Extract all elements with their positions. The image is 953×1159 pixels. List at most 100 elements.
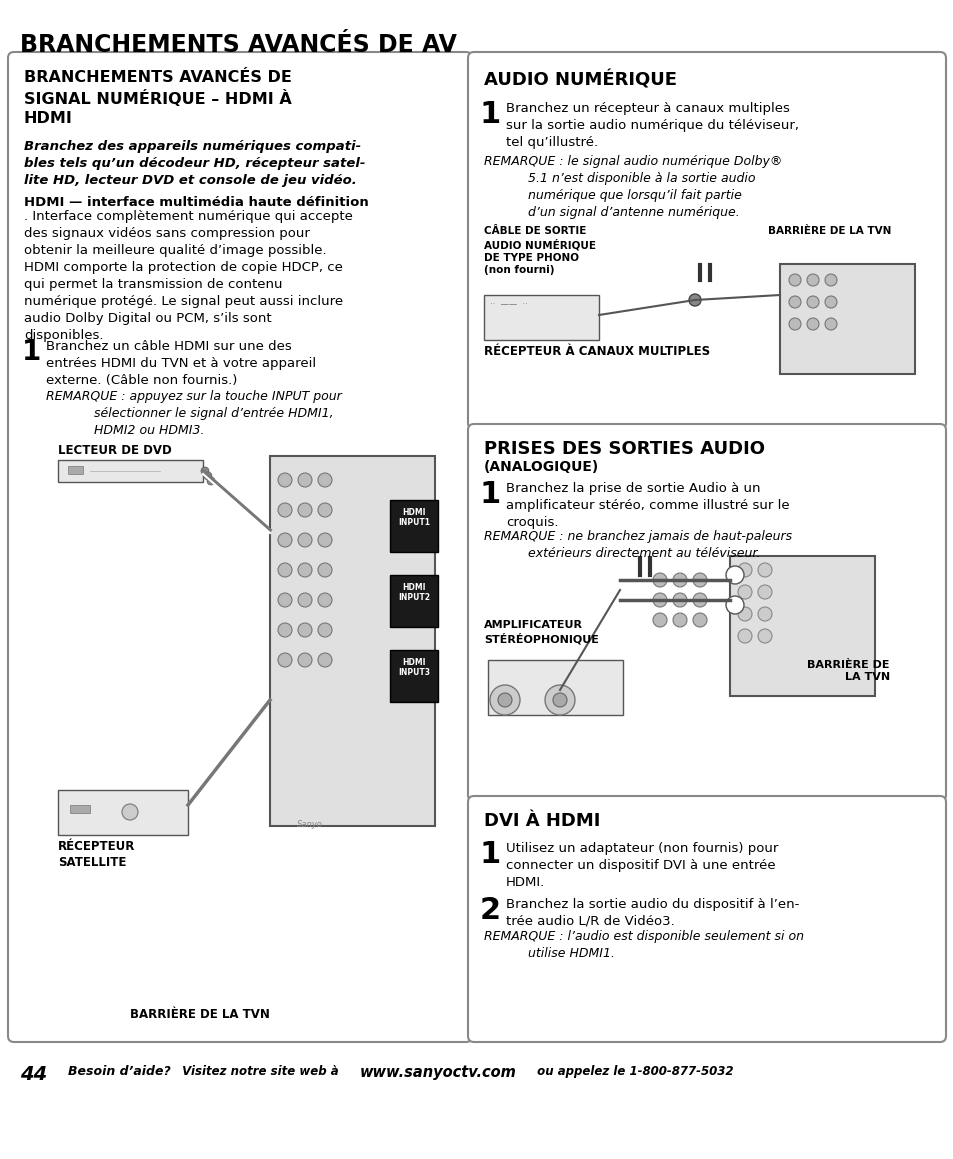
Bar [390, 650, 437, 702]
Text: HDMI
INPUT1: HDMI INPUT1 [397, 508, 430, 527]
Text: (ANALOGIQUE): (ANALOGIQUE) [483, 460, 598, 474]
Text: AUDIO NUMÉRIQUE: AUDIO NUMÉRIQUE [483, 70, 677, 89]
Circle shape [725, 566, 743, 584]
Bar [58, 460, 203, 482]
Circle shape [297, 503, 312, 517]
Bar [68, 466, 83, 474]
Circle shape [824, 274, 836, 286]
Bar [58, 790, 188, 834]
Circle shape [806, 318, 818, 330]
Text: HDMI — interface multimédia haute définition: HDMI — interface multimédia haute défini… [24, 196, 369, 209]
Circle shape [297, 473, 312, 487]
Text: REMARQUE : ne branchez jamais de haut-paleurs
           extérieurs directement : REMARQUE : ne branchez jamais de haut-pa… [483, 530, 791, 560]
Circle shape [725, 596, 743, 614]
FancyBboxPatch shape [468, 424, 945, 801]
Circle shape [758, 585, 771, 599]
Text: HDMI
INPUT3: HDMI INPUT3 [397, 658, 430, 677]
Circle shape [204, 472, 212, 480]
Circle shape [317, 533, 332, 547]
Circle shape [497, 693, 512, 707]
Circle shape [297, 533, 312, 547]
Text: BRANCHEMENTS AVANCÉS DE AV: BRANCHEMENTS AVANCÉS DE AV [20, 32, 456, 57]
Text: REMARQUE : appuyez sur la touche INPUT pour
            sélectionner le signal d: REMARQUE : appuyez sur la touche INPUT p… [46, 389, 341, 437]
Circle shape [317, 473, 332, 487]
Bar [270, 455, 435, 826]
Text: BARRIÈRE DE LA TVN: BARRIÈRE DE LA TVN [767, 226, 891, 236]
Circle shape [788, 274, 801, 286]
Circle shape [277, 653, 292, 666]
Text: CÂBLE DE SORTIE
AUDIO NUMÉRIQUE
DE TYPE PHONO
(non fourni): CÂBLE DE SORTIE AUDIO NUMÉRIQUE DE TYPE … [483, 226, 596, 275]
Text: ··  ——  ··: ·· —— ·· [490, 300, 527, 309]
Text: 1: 1 [479, 840, 500, 869]
FancyBboxPatch shape [468, 796, 945, 1042]
Circle shape [788, 296, 801, 308]
Circle shape [317, 503, 332, 517]
Text: Visitez notre site web à: Visitez notre site web à [178, 1065, 342, 1078]
Text: www.sanyoctv.com: www.sanyoctv.com [359, 1065, 517, 1080]
Circle shape [758, 607, 771, 621]
FancyBboxPatch shape [468, 52, 945, 429]
Text: BARRIÈRE DE LA TVN: BARRIÈRE DE LA TVN [130, 1008, 270, 1021]
Circle shape [738, 607, 751, 621]
Circle shape [692, 613, 706, 627]
Circle shape [297, 593, 312, 607]
Text: AMPLIFICATEUR
STÉRÉOPHONIQUE: AMPLIFICATEUR STÉRÉOPHONIQUE [483, 620, 598, 644]
Circle shape [758, 629, 771, 643]
Circle shape [692, 593, 706, 607]
Circle shape [672, 613, 686, 627]
Circle shape [317, 563, 332, 577]
Circle shape [277, 503, 292, 517]
Bar [729, 556, 874, 697]
Circle shape [806, 296, 818, 308]
Bar [390, 575, 437, 627]
FancyBboxPatch shape [8, 52, 472, 1042]
Text: REMARQUE : le signal audio numérique Dolby®
           5.1 n’est disponible à la: REMARQUE : le signal audio numérique Dol… [483, 155, 781, 219]
Circle shape [672, 573, 686, 586]
Text: 1: 1 [22, 338, 41, 366]
Circle shape [297, 624, 312, 637]
Text: ou appelez le 1-800-877-5032: ou appelez le 1-800-877-5032 [533, 1065, 733, 1078]
Text: Branchez la prise de sortie Audio à un
amplificateur stéréo, comme illustré sur : Branchez la prise de sortie Audio à un a… [505, 482, 789, 529]
Text: 1: 1 [479, 100, 500, 129]
Circle shape [758, 563, 771, 577]
Text: 44: 44 [20, 1065, 48, 1084]
Bar [488, 659, 622, 715]
Circle shape [297, 563, 312, 577]
Circle shape [317, 624, 332, 637]
Circle shape [122, 804, 138, 821]
Text: BARRIÈRE DE
LA TVN: BARRIÈRE DE LA TVN [806, 659, 889, 683]
Circle shape [788, 318, 801, 330]
Circle shape [652, 613, 666, 627]
Circle shape [824, 318, 836, 330]
Text: PRISES DES SORTIES AUDIO: PRISES DES SORTIES AUDIO [483, 440, 764, 458]
Text: Branchez la sortie audio du dispositif à l’en-
trée audio L/R de Vidéo3.: Branchez la sortie audio du dispositif à… [505, 898, 799, 928]
Text: HDMI
INPUT2: HDMI INPUT2 [397, 583, 430, 603]
Circle shape [277, 593, 292, 607]
Bar [70, 806, 90, 812]
Circle shape [672, 593, 686, 607]
Circle shape [652, 593, 666, 607]
Circle shape [201, 467, 209, 475]
Circle shape [277, 624, 292, 637]
Text: Utilisez un adaptateur (non fournis) pour
connecter un dispositif DVI à une entr: Utilisez un adaptateur (non fournis) pou… [505, 841, 778, 889]
Circle shape [688, 294, 700, 306]
Text: Branchez des appareils numériques compati-
bles tels qu’un décodeur HD, récepteu: Branchez des appareils numériques compat… [24, 140, 365, 187]
Circle shape [490, 685, 519, 715]
Circle shape [207, 478, 214, 484]
Text: REMARQUE : l’audio est disponible seulement si on
           utilise HDMI1.: REMARQUE : l’audio est disponible seulem… [483, 930, 803, 960]
Circle shape [277, 473, 292, 487]
Circle shape [544, 685, 575, 715]
Circle shape [692, 573, 706, 586]
Circle shape [824, 296, 836, 308]
Circle shape [738, 563, 751, 577]
Text: Besoin d’aide?: Besoin d’aide? [68, 1065, 171, 1078]
Text: LECTEUR DE DVD: LECTEUR DE DVD [58, 444, 172, 457]
Bar [483, 296, 598, 340]
Circle shape [652, 573, 666, 586]
Text: BRANCHEMENTS AVANCÉS DE
SIGNAL NUMÉRIQUE – HDMI À
HDMI: BRANCHEMENTS AVANCÉS DE SIGNAL NUMÉRIQUE… [24, 70, 292, 126]
Circle shape [277, 563, 292, 577]
Bar [390, 500, 437, 552]
Text: RÉCEPTEUR À CANAUX MULTIPLES: RÉCEPTEUR À CANAUX MULTIPLES [483, 345, 709, 358]
Text: Branchez un récepteur à canaux multiples
sur la sortie audio numérique du télévi: Branchez un récepteur à canaux multiples… [505, 102, 799, 150]
Circle shape [738, 585, 751, 599]
